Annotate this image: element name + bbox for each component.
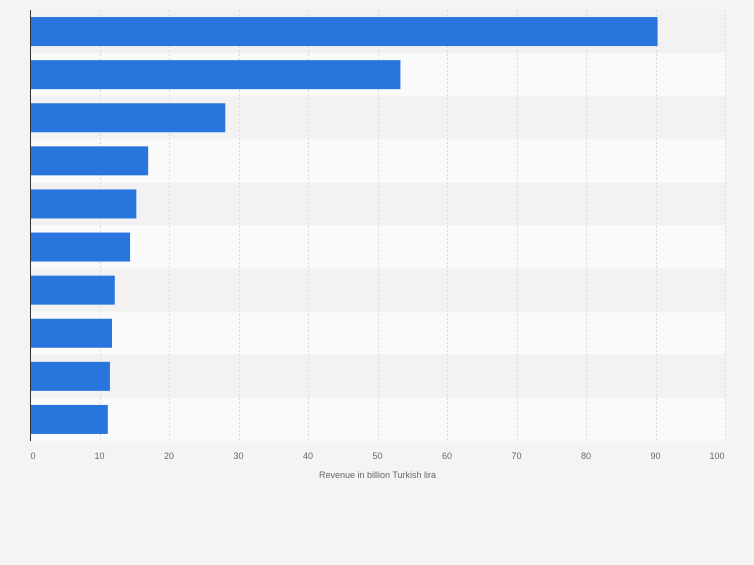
bar [30,318,113,348]
row-bands [30,10,725,441]
x-axis-title: Revenue in billion Turkish lira [319,470,436,480]
x-tick-label: 50 [372,451,382,461]
x-tick-label: 90 [650,451,660,461]
x-tick-label: 10 [94,451,104,461]
bar [30,17,658,47]
x-tick-label: 0 [30,451,35,461]
bar [30,275,115,305]
bar [30,189,137,219]
x-tick-label: 20 [164,451,174,461]
x-tick-label: 70 [511,451,521,461]
x-axis-ticks: 0 10 20 30 40 50 60 70 80 90 100 [30,451,724,461]
x-tick-label: 60 [442,451,452,461]
bar [30,232,131,262]
bar [30,146,149,176]
bar [30,103,226,133]
x-tick-label: 100 [709,451,724,461]
row-band [30,225,725,269]
row-band [30,268,725,312]
x-tick-label: 30 [233,451,243,461]
bars [30,17,658,434]
row-band [30,397,725,441]
row-band [30,182,725,226]
bar [30,404,108,434]
x-tick-label: 40 [303,451,313,461]
row-band [30,354,725,398]
x-tick-label: 80 [581,451,591,461]
row-band [30,311,725,355]
bar [30,60,401,90]
bar [30,361,110,391]
